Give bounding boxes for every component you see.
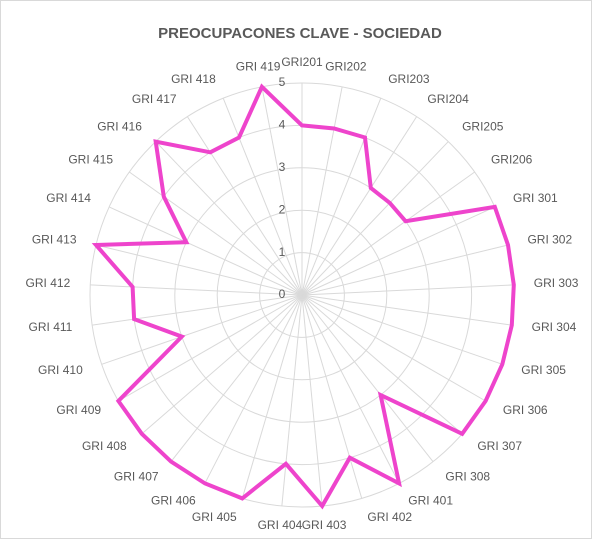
spoke — [301, 98, 382, 296]
category-label: GRI204 — [427, 92, 469, 106]
r-tick-label: 4 — [279, 118, 286, 132]
spoke — [108, 206, 303, 296]
spoke — [301, 294, 400, 484]
grid-circle — [216, 209, 388, 381]
category-label: GRI206 — [491, 153, 533, 167]
spoke — [90, 284, 303, 296]
spoke — [170, 294, 303, 462]
category-label: GRI 412 — [26, 276, 71, 290]
category-label: GRI205 — [462, 119, 504, 133]
spoke — [301, 294, 323, 507]
category-label: GRI 406 — [151, 493, 196, 507]
chart-title: PREOCUPACONES CLAVE - SOCIEDAD — [158, 25, 442, 42]
category-label: GRI 411 — [29, 320, 73, 334]
category-label: GRI 407 — [114, 470, 159, 484]
spoke — [301, 141, 449, 296]
spoke — [95, 244, 303, 296]
grid-circle — [174, 167, 430, 423]
spoke — [301, 294, 463, 435]
spoke — [301, 116, 418, 296]
r-tick-label: 1 — [279, 245, 286, 259]
spoke — [155, 141, 303, 296]
category-label: GRI 419 — [236, 59, 281, 73]
grid-circle — [259, 252, 345, 338]
spoke — [301, 206, 496, 296]
category-label: GRI 404 — [258, 518, 303, 532]
category-label: GRI 301 — [513, 191, 558, 205]
spoke — [301, 284, 514, 296]
spoke — [301, 86, 343, 296]
spoke — [261, 86, 303, 296]
spoke — [222, 98, 303, 296]
category-label: GRI 306 — [503, 403, 548, 417]
category-label: GRI203 — [388, 72, 430, 86]
spoke — [301, 294, 503, 365]
category-label: GRI 409 — [56, 403, 101, 417]
r-tick-label: 5 — [279, 75, 286, 89]
category-label: GRI 413 — [32, 232, 77, 246]
spoke — [281, 294, 303, 507]
spoke — [301, 244, 509, 296]
spoke — [301, 294, 486, 402]
spoke — [186, 116, 303, 296]
category-label: GRI 417 — [132, 92, 177, 106]
r-tick-label: 0 — [279, 287, 286, 301]
category-label: GRI 403 — [302, 518, 347, 532]
category-label: GRI 302 — [527, 232, 572, 246]
spoke — [92, 294, 303, 326]
category-label: GRI 416 — [97, 119, 142, 133]
spoke — [141, 294, 303, 435]
spoke — [301, 294, 512, 326]
category-label: GRI 414 — [46, 191, 91, 205]
r-tick-label: 2 — [279, 202, 286, 216]
category-label: GRI 307 — [477, 439, 522, 453]
spoke — [301, 294, 434, 462]
category-label: GRI 410 — [38, 363, 83, 377]
category-label: GRI 401 — [408, 493, 453, 507]
spoke — [101, 294, 303, 365]
category-label: GRI 303 — [534, 276, 579, 290]
spoke — [301, 294, 363, 499]
spoke — [301, 171, 475, 296]
spoke — [241, 294, 303, 499]
spoke — [118, 294, 303, 402]
category-label: GRI201 — [281, 55, 323, 69]
category-label: GRI 415 — [68, 153, 113, 167]
category-label: GRI 405 — [192, 510, 237, 524]
spoke — [204, 294, 303, 484]
spoke — [129, 171, 303, 296]
category-label: GRI 308 — [445, 470, 490, 484]
category-label: GRI 305 — [521, 363, 566, 377]
category-label: GRI 402 — [367, 510, 412, 524]
series-line — [91, 83, 516, 510]
r-tick-label: 3 — [279, 160, 286, 174]
category-label: GRI 304 — [532, 320, 577, 334]
category-label: GRI 418 — [171, 72, 216, 86]
category-label: GRI 408 — [82, 439, 127, 453]
category-label: GRI202 — [325, 59, 367, 73]
